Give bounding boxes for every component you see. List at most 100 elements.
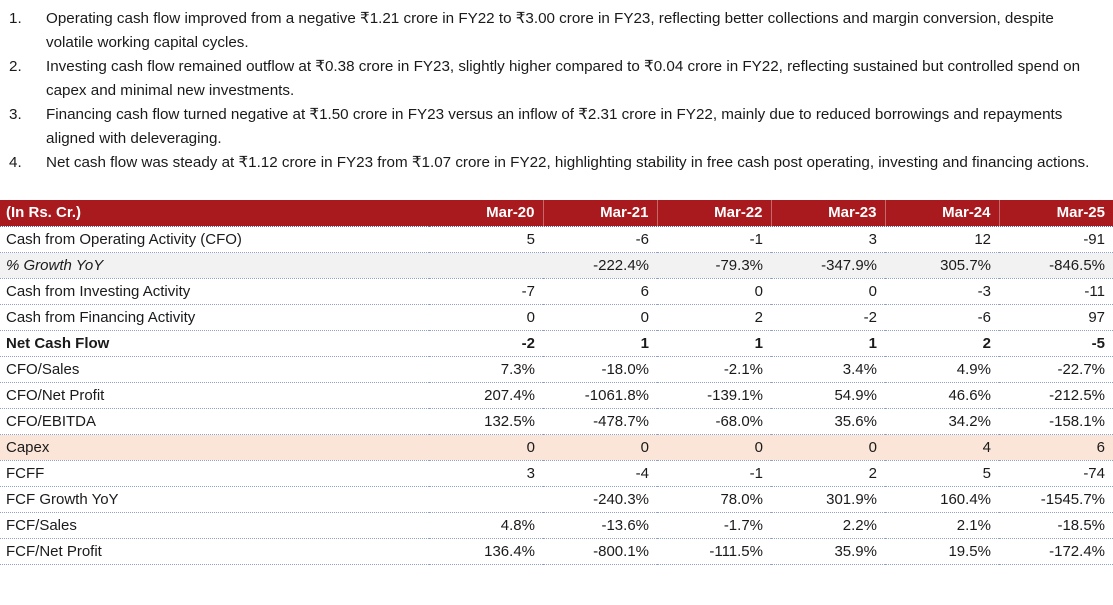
cell-value: 2.2% <box>771 512 885 539</box>
cell-value: -79.3% <box>657 252 771 279</box>
cell-value: 4.8% <box>429 512 543 539</box>
cell-value: -91 <box>999 226 1113 253</box>
row-label: FCF/Sales <box>0 512 429 539</box>
cell-value: 54.9% <box>771 382 885 409</box>
note-item: 3. Financing cash flow turned negative a… <box>9 103 1103 151</box>
table-body: Cash from Operating Activity (CFO) 5 -6 … <box>0 226 1113 565</box>
cell-value: 0 <box>543 434 657 461</box>
cell-value: 3 <box>429 460 543 487</box>
cell-value: -2 <box>771 304 885 331</box>
notes-list: 1. Operating cash flow improved from a n… <box>0 0 1113 175</box>
table-row: CFO/Sales 7.3% -18.0% -2.1% 3.4% 4.9% -2… <box>0 356 1113 383</box>
cell-value: -800.1% <box>543 538 657 565</box>
cell-value: 132.5% <box>429 408 543 435</box>
table-header-row: (In Rs. Cr.) Mar-20 Mar-21 Mar-22 Mar-23… <box>0 200 1113 227</box>
cell-value: 0 <box>429 434 543 461</box>
cell-value: -11 <box>999 278 1113 305</box>
row-label: FCF Growth YoY <box>0 486 429 513</box>
cell-value: -68.0% <box>657 408 771 435</box>
cell-value: -6 <box>543 226 657 253</box>
cell-value: -212.5% <box>999 382 1113 409</box>
cell-value: -172.4% <box>999 538 1113 565</box>
cell-value: 5 <box>429 226 543 253</box>
cell-value: 7.3% <box>429 356 543 383</box>
cell-value: 97 <box>999 304 1113 331</box>
table-row: Cash from Financing Activity 0 0 2 -2 -6… <box>0 304 1113 331</box>
note-text: Operating cash flow improved from a nega… <box>46 10 1054 51</box>
cell-value <box>429 252 543 279</box>
cell-value: 0 <box>771 278 885 305</box>
cell-value: 301.9% <box>771 486 885 513</box>
cell-value: 305.7% <box>885 252 999 279</box>
cell-value: 3.4% <box>771 356 885 383</box>
note-number: 4. <box>9 154 22 171</box>
cell-value: 2 <box>771 460 885 487</box>
cell-value: 0 <box>771 434 885 461</box>
cell-value: 35.9% <box>771 538 885 565</box>
cell-value: -158.1% <box>999 408 1113 435</box>
note-text: Financing cash flow turned negative at ₹… <box>46 106 1063 147</box>
table-row: FCF/Net Profit 136.4% -800.1% -111.5% 35… <box>0 538 1113 565</box>
table-row: Cash from Operating Activity (CFO) 5 -6 … <box>0 226 1113 253</box>
cashflow-table: (In Rs. Cr.) Mar-20 Mar-21 Mar-22 Mar-23… <box>0 200 1113 565</box>
cell-value: -18.5% <box>999 512 1113 539</box>
row-label: Cash from Financing Activity <box>0 304 429 331</box>
cell-value: 0 <box>429 304 543 331</box>
cell-value: -5 <box>999 330 1113 357</box>
cell-value: 160.4% <box>885 486 999 513</box>
row-label: CFO/EBITDA <box>0 408 429 435</box>
cell-value: 1 <box>657 330 771 357</box>
unit-label-cell: (In Rs. Cr.) <box>0 200 429 227</box>
cell-value: 78.0% <box>657 486 771 513</box>
column-header: Mar-21 <box>542 200 657 227</box>
cell-value: -1 <box>657 226 771 253</box>
column-header: Mar-25 <box>998 200 1113 227</box>
row-label: Cash from Operating Activity (CFO) <box>0 226 429 253</box>
cell-value: -1 <box>657 460 771 487</box>
cell-value: -18.0% <box>543 356 657 383</box>
cell-value <box>429 486 543 513</box>
cell-value: 34.2% <box>885 408 999 435</box>
row-label: Cash from Investing Activity <box>0 278 429 305</box>
note-item: 4. Net cash flow was steady at ₹1.12 cro… <box>9 151 1103 175</box>
cell-value: -240.3% <box>543 486 657 513</box>
cell-value: 4.9% <box>885 356 999 383</box>
cell-value: 2.1% <box>885 512 999 539</box>
column-header: Mar-23 <box>770 200 885 227</box>
cell-value: -2 <box>429 330 543 357</box>
table-row: Cash from Investing Activity -7 6 0 0 -3… <box>0 278 1113 305</box>
table-row: Capex 0 0 0 0 4 6 <box>0 434 1113 461</box>
cell-value: -4 <box>543 460 657 487</box>
cell-value: 2 <box>657 304 771 331</box>
note-text: Net cash flow was steady at ₹1.12 crore … <box>46 154 1090 171</box>
row-label: FCF/Net Profit <box>0 538 429 565</box>
cell-value: -347.9% <box>771 252 885 279</box>
note-item: 2. Investing cash flow remained outflow … <box>9 55 1103 103</box>
column-header: Mar-22 <box>656 200 771 227</box>
cell-value: 46.6% <box>885 382 999 409</box>
cell-value: -1545.7% <box>999 486 1113 513</box>
cell-value: 0 <box>657 278 771 305</box>
cell-value: 35.6% <box>771 408 885 435</box>
cell-value: -13.6% <box>543 512 657 539</box>
cell-value: 2 <box>885 330 999 357</box>
cell-value: 136.4% <box>429 538 543 565</box>
cell-value: 12 <box>885 226 999 253</box>
cell-value: -6 <box>885 304 999 331</box>
note-number: 3. <box>9 106 22 123</box>
cell-value: 6 <box>999 434 1113 461</box>
row-label: FCFF <box>0 460 429 487</box>
cell-value: -74 <box>999 460 1113 487</box>
table-row: CFO/Net Profit 207.4% -1061.8% -139.1% 5… <box>0 382 1113 409</box>
cell-value: 4 <box>885 434 999 461</box>
row-label: Net Cash Flow <box>0 330 429 357</box>
cell-value: -2.1% <box>657 356 771 383</box>
cell-value: 207.4% <box>429 382 543 409</box>
note-item: 1. Operating cash flow improved from a n… <box>9 7 1103 55</box>
table-row: Net Cash Flow -2 1 1 1 2 -5 <box>0 330 1113 357</box>
cell-value: -3 <box>885 278 999 305</box>
table-row: FCF/Sales 4.8% -13.6% -1.7% 2.2% 2.1% -1… <box>0 512 1113 539</box>
row-label: CFO/Sales <box>0 356 429 383</box>
cell-value: -1061.8% <box>543 382 657 409</box>
cell-value: 6 <box>543 278 657 305</box>
